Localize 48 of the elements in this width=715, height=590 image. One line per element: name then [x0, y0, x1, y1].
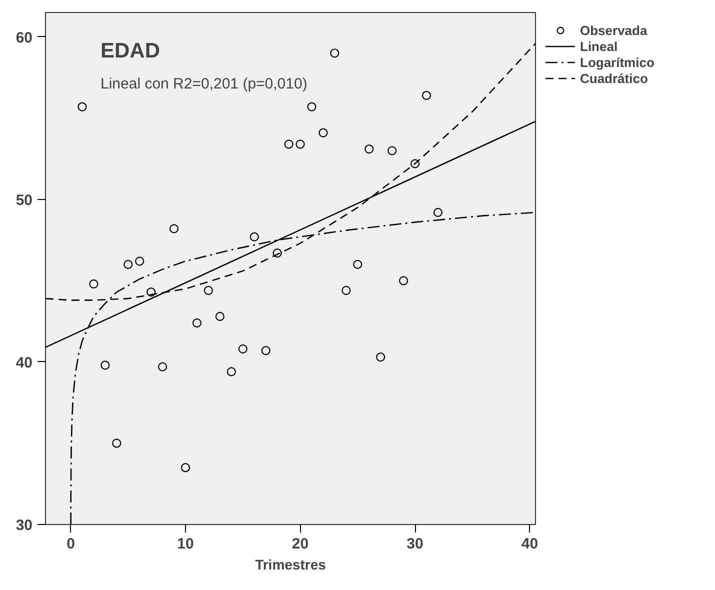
point	[112, 438, 122, 448]
y-tick-label: 60	[16, 29, 33, 46]
y-tick-label: 30	[16, 517, 33, 534]
point	[238, 344, 248, 354]
point	[318, 128, 328, 138]
point	[342, 286, 351, 295]
point	[330, 48, 340, 58]
point	[135, 256, 144, 266]
point	[250, 232, 259, 242]
point	[78, 102, 87, 112]
point	[296, 140, 305, 149]
point	[158, 362, 168, 372]
point	[364, 144, 374, 154]
point	[124, 260, 133, 269]
y-tick-label: 40	[16, 354, 33, 372]
point	[180, 463, 190, 472]
x-tick-label: 10	[177, 536, 194, 552]
x-tick-label: 30	[406, 536, 424, 552]
point	[169, 224, 179, 234]
text: EDAD	[100, 40, 160, 62]
x-tick-label: 0	[66, 536, 75, 552]
point	[353, 260, 362, 269]
text: Lineal con R2=0,201 (p=0,010)	[100, 76, 308, 92]
point	[398, 276, 408, 286]
x-tick-label: 20	[292, 536, 309, 552]
point	[284, 140, 294, 149]
x-axis-title: Trimestres	[255, 556, 326, 572]
point	[89, 279, 98, 288]
point	[215, 312, 224, 321]
y-tick-label: 50	[16, 192, 33, 209]
point	[410, 159, 420, 168]
point	[422, 90, 432, 100]
legend-label: Lineal	[580, 38, 618, 54]
point	[272, 248, 282, 258]
legend-label: Observada	[580, 22, 648, 38]
point	[100, 360, 110, 370]
point	[261, 346, 270, 356]
legend-label: Cuadrático	[580, 70, 648, 86]
point	[388, 146, 397, 156]
legend-label: Logarítmico	[580, 54, 654, 70]
point	[204, 286, 213, 295]
point	[307, 102, 316, 112]
point	[192, 318, 202, 328]
x-tick-label: 40	[521, 536, 538, 552]
point	[146, 288, 156, 297]
point	[433, 208, 443, 217]
point	[376, 352, 386, 362]
point	[226, 367, 236, 376]
